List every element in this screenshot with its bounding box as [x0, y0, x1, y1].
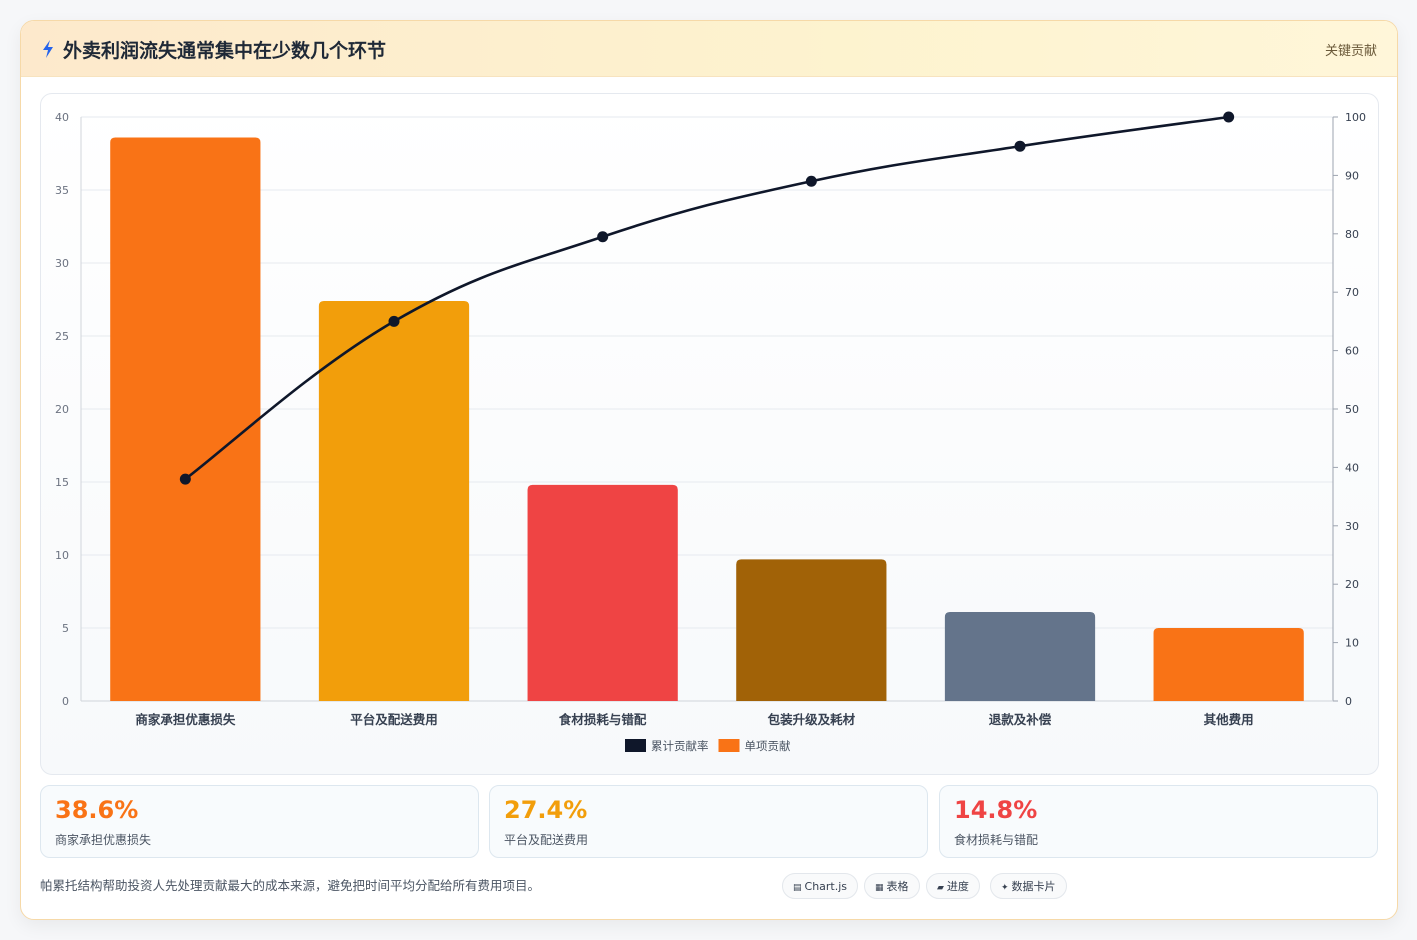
legend-label: 单项贡献	[745, 739, 791, 753]
y-right-tick-label: 90	[1345, 169, 1359, 182]
datacard-pill[interactable]: ✦ 数据卡片	[990, 873, 1067, 899]
x-tick-label: 其他费用	[1204, 712, 1254, 727]
bar	[110, 137, 261, 701]
y-right-tick-label: 20	[1345, 578, 1359, 591]
card-icon: ✦	[1001, 883, 1009, 893]
stat-card-1: 38.6% 商家承担优惠损失	[40, 785, 479, 858]
x-tick-label: 平台及配送费用	[350, 712, 438, 727]
chartjs-pill[interactable]: ▤ Chart.js	[782, 873, 859, 899]
chart-icon: ▤	[793, 883, 802, 893]
x-tick-label: 商家承担优惠损失	[135, 712, 236, 727]
pareto-chart: 0 5 10 15 20 25 30 35 40 0 10 20 30 40 50 60 70 80 90 100 商家…	[55, 111, 1366, 753]
y-right-tick-label: 30	[1345, 520, 1359, 533]
cumulative-point	[388, 315, 400, 327]
y-left-tick-label: 35	[55, 184, 69, 197]
y-right-tick-label: 60	[1345, 345, 1359, 358]
cumulative-point	[805, 175, 817, 187]
table-pill[interactable]: ▦ 表格	[864, 873, 920, 899]
table-icon: ▦	[875, 883, 884, 893]
cumulative-point	[1014, 140, 1026, 152]
bar	[736, 559, 887, 701]
legend-swatch	[718, 739, 740, 752]
y-right-tick-label: 80	[1345, 228, 1359, 241]
y-right-tick-label: 0	[1345, 695, 1352, 708]
y-left-tick-label: 15	[55, 476, 69, 489]
y-left-tick-label: 40	[55, 111, 69, 124]
x-tick-label: 包装升级及耗材	[767, 712, 856, 727]
y-right-tick-label: 50	[1345, 403, 1359, 416]
cumulative-point	[179, 473, 191, 485]
y-left-tick-label: 5	[62, 622, 69, 635]
stat-card-3: 14.8% 食材损耗与错配	[939, 785, 1378, 858]
y-left-tick-label: 25	[55, 330, 69, 343]
bar	[318, 300, 470, 701]
pill-label: Chart.js	[804, 880, 848, 893]
y-left-tick-label: 20	[55, 403, 69, 416]
stat-label: 食材损耗与错配	[954, 833, 1039, 847]
y-right-tick-label: 10	[1345, 637, 1359, 650]
y-right-tick-label: 100	[1345, 111, 1366, 124]
bar	[1153, 628, 1304, 701]
legend-swatch	[625, 739, 646, 752]
legend-label: 累计贡献率	[651, 739, 709, 753]
progress-icon: ▰	[937, 883, 944, 893]
stat-card-2: 27.4% 平台及配送费用	[489, 785, 928, 858]
footer-note: 帕累托结构帮助投资人先处理贡献最大的成本来源，避免把时间平均分配给所有费用项目。	[40, 878, 541, 893]
stat-label: 商家承担优惠损失	[55, 833, 152, 847]
y-right-tick-label: 70	[1345, 286, 1359, 299]
chart-panel: 0 5 10 15 20 25 30 35 40 0 10 20 30 40 50 60 70 80 90 100 商家…	[40, 93, 1379, 775]
stat-value: 14.8%	[954, 796, 1038, 824]
bar	[944, 611, 1096, 701]
bar	[527, 484, 678, 701]
y-left-tick-label: 10	[55, 549, 69, 562]
cumulative-point	[597, 231, 609, 243]
y-left-tick-label: 0	[62, 695, 69, 708]
cumulative-line	[184, 115, 1229, 481]
pill-label: 数据卡片	[1011, 880, 1056, 893]
page-title: 外卖利润流失通常集中在少数几个环节	[63, 40, 387, 62]
main-card: 外卖利润流失通常集中在少数几个环节 关键贡献 0 5 10 15 20 25 30 35 40 0…	[20, 20, 1398, 920]
x-tick-label: 食材损耗与错配	[558, 712, 647, 727]
cumulative-point	[1223, 111, 1235, 123]
y-right-tick-label: 40	[1345, 461, 1359, 474]
progress-pill[interactable]: ▰ 进度	[926, 873, 980, 899]
stat-value: 27.4%	[504, 796, 588, 824]
stat-label: 平台及配送费用	[504, 833, 589, 847]
x-tick-label: 退款及补偿	[989, 712, 1052, 727]
card-header: 外卖利润流失通常集中在少数几个环节 关键贡献	[21, 21, 1397, 77]
y-left-tick-label: 30	[55, 257, 69, 270]
stat-value: 38.6%	[55, 796, 139, 824]
lightning-icon	[43, 40, 53, 58]
pill-label: 表格	[886, 880, 909, 893]
pill-label: 进度	[946, 880, 969, 893]
header-tag: 关键贡献	[1324, 44, 1377, 59]
